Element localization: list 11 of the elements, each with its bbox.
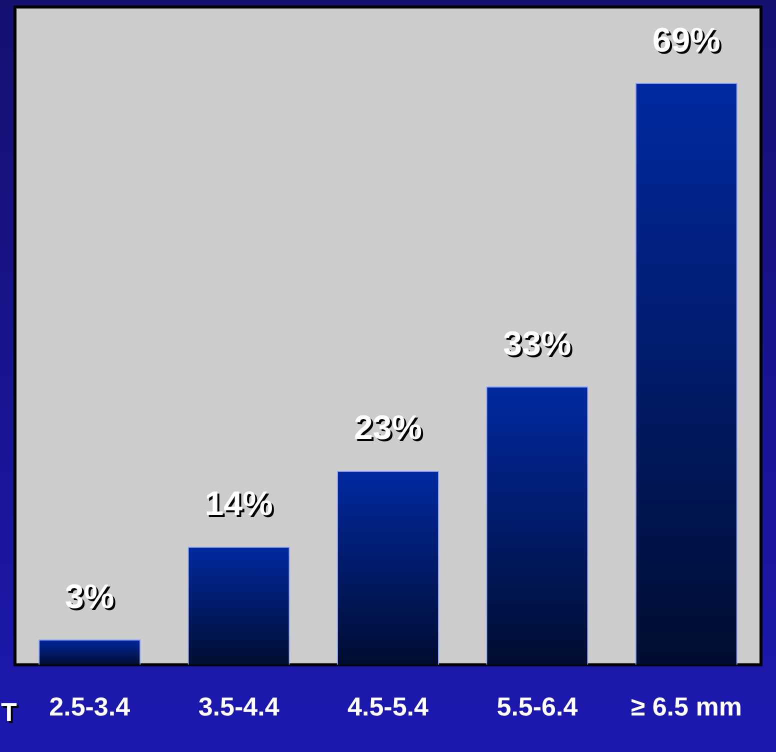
data-label: 23% <box>356 411 424 450</box>
data-label: 33% <box>505 326 574 365</box>
data-label: 14% <box>206 487 275 526</box>
x-tick-label: 5.5-6.4 <box>496 692 578 722</box>
x-tick-label: 3.5-4.4 <box>198 692 280 722</box>
data-label: 3% <box>67 580 116 618</box>
x-axis-title: T <box>1 697 17 728</box>
data-label: 69% <box>654 23 722 62</box>
x-tick-label: ≥ 6.5 mm <box>630 692 742 722</box>
x-tick-label: 2.5-3.4 <box>49 692 131 722</box>
x-tick-label: 4.5-5.4 <box>348 692 430 722</box>
